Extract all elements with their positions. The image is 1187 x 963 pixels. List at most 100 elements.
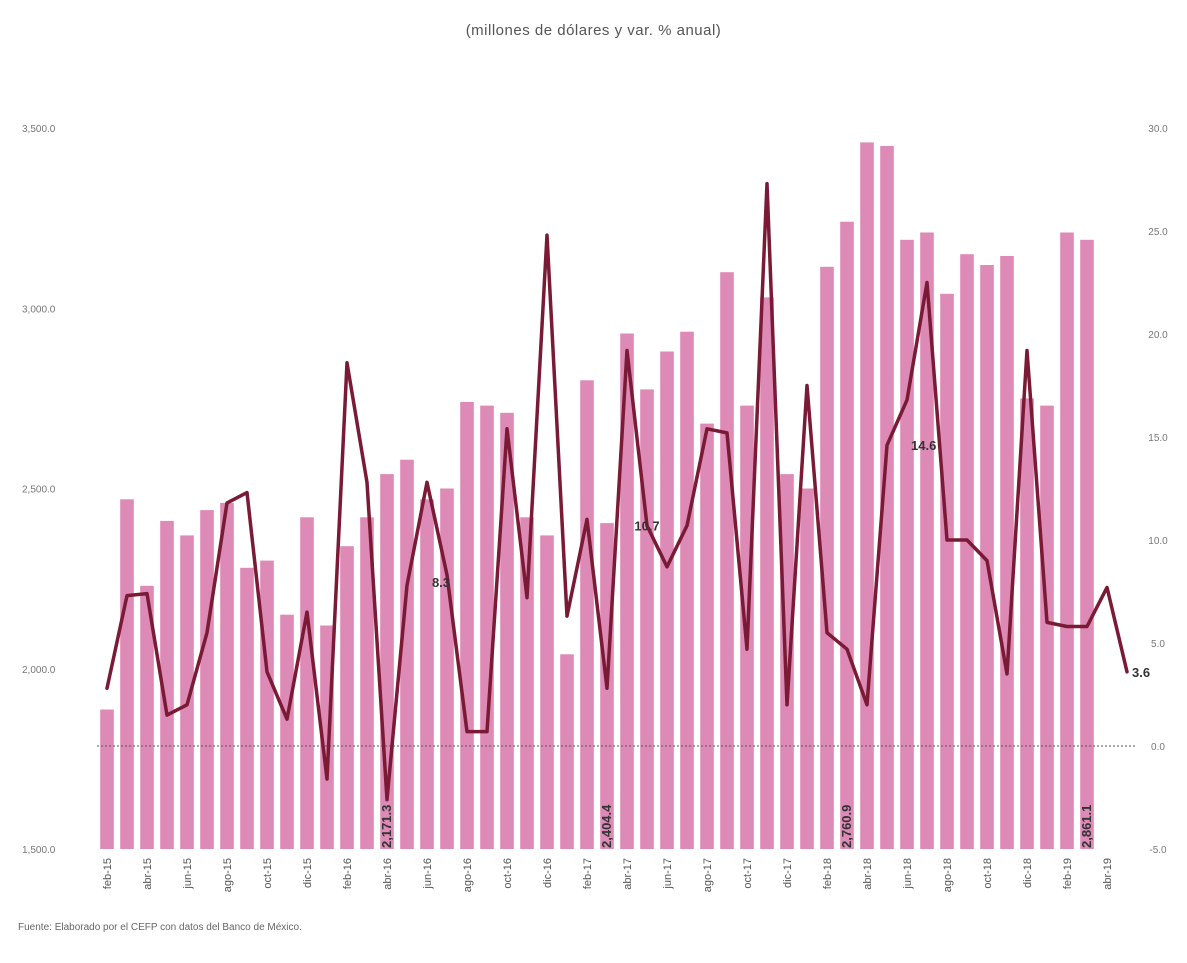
x-axis-tick: jun-18 — [902, 858, 914, 890]
line-point — [205, 631, 209, 634]
left-axis-tick: 1,500.0 — [22, 845, 56, 856]
x-axis-tick: jun-15 — [182, 858, 194, 890]
right-axis-tick: -5.0 — [1149, 845, 1167, 856]
bar — [500, 412, 514, 849]
bar — [940, 293, 954, 849]
left-axis-tick: 2,000.0 — [22, 665, 56, 676]
left-axis-ticks: 1,500.0 2,000.0 2,500.0 3,000.0 3,500.0 — [22, 124, 56, 856]
line-point — [425, 481, 429, 484]
bar — [960, 254, 974, 849]
x-axis-ticks: feb-15 abr-15 jun-15 ago-15 oct-15 dic-15 feb-… — [102, 858, 1114, 892]
left-axis-tick: 3,000.0 — [22, 304, 56, 315]
data-labels: 2,171.3 2,404.4 2,760.9 2,861.1 8.3 10.7 14.6 3… — [379, 438, 1150, 848]
bar — [360, 517, 374, 849]
bar — [400, 459, 414, 849]
line-point — [1005, 672, 1009, 676]
line-point — [185, 703, 189, 706]
line-point — [325, 777, 329, 781]
bar — [980, 265, 994, 849]
bar — [480, 405, 494, 849]
x-axis-tick: oct-15 — [262, 858, 274, 889]
bar — [1000, 256, 1014, 849]
x-axis-tick: oct-16 — [502, 858, 514, 889]
line-data-label: 3.6 — [1132, 665, 1150, 680]
line-point — [765, 182, 769, 185]
line-point — [905, 398, 909, 402]
bar — [720, 272, 734, 849]
bar — [700, 423, 714, 849]
x-axis-tick: feb-19 — [1062, 858, 1074, 889]
growth-line — [105, 181, 1129, 802]
bar — [680, 331, 694, 849]
bar — [820, 266, 834, 849]
x-axis-tick: abr-16 — [382, 858, 394, 890]
line-point — [645, 524, 649, 527]
bar — [640, 389, 654, 849]
right-axis-tick: 20.0 — [1148, 330, 1168, 341]
bar — [1040, 405, 1054, 849]
bar — [860, 142, 874, 849]
line-point — [485, 730, 489, 733]
bar — [460, 402, 474, 849]
line-point — [725, 431, 729, 435]
x-axis-tick: ago-18 — [942, 858, 954, 892]
x-axis-tick: jun-17 — [662, 858, 674, 890]
line-point — [245, 491, 249, 494]
x-axis-tick: abr-18 — [862, 858, 874, 890]
bar — [100, 709, 114, 849]
line-point — [265, 670, 269, 673]
line-point — [605, 687, 609, 690]
bar-data-label: 2,760.9 — [839, 805, 854, 848]
bar — [440, 488, 454, 849]
bar — [1020, 398, 1034, 849]
x-axis-tick: dic-16 — [542, 858, 554, 888]
line-point — [545, 233, 549, 237]
right-axis-tick: 15.0 — [1148, 433, 1168, 444]
right-axis-tick: 25.0 — [1148, 227, 1168, 238]
bar — [340, 546, 354, 849]
bar — [660, 351, 674, 849]
line-point — [445, 573, 449, 577]
line-point — [385, 798, 389, 801]
x-axis-tick: feb-17 — [582, 858, 594, 889]
line-point — [165, 713, 169, 717]
line-point — [405, 584, 409, 587]
bar — [560, 654, 574, 849]
x-axis-tick: abr-17 — [622, 858, 634, 890]
right-axis-tick: 30.0 — [1148, 124, 1168, 135]
line-point — [625, 349, 629, 352]
x-axis-tick: jun-16 — [422, 858, 434, 890]
line-point — [825, 631, 829, 634]
bar — [920, 232, 934, 849]
left-axis-tick: 2,500.0 — [22, 485, 56, 496]
line-point — [105, 687, 109, 690]
x-axis-tick: feb-18 — [822, 858, 834, 889]
x-axis-tick: feb-16 — [342, 858, 354, 889]
line-point — [1025, 349, 1029, 352]
x-axis-tick: dic-18 — [1022, 858, 1034, 888]
line-point — [885, 444, 889, 447]
right-axis-tick: 10.0 — [1148, 536, 1168, 547]
line-data-label: 10.7 — [634, 519, 659, 534]
line-point — [1105, 586, 1109, 589]
line-point — [925, 281, 929, 284]
x-axis-tick: ago-15 — [222, 858, 234, 892]
line-point — [985, 559, 989, 562]
chart-title: (millones de dólares y var. % anual) — [465, 22, 722, 39]
x-axis-tick: ago-17 — [702, 858, 714, 892]
left-axis-tick: 3,500.0 — [22, 124, 56, 135]
source-note: Fuente: Elaborado por el CEFP con datos … — [18, 922, 302, 933]
bar — [880, 146, 894, 849]
line-point — [525, 596, 529, 599]
line-point — [1085, 625, 1089, 628]
line-point — [845, 648, 849, 651]
line-point — [465, 730, 469, 733]
bar — [180, 535, 194, 849]
line-point — [225, 501, 229, 505]
x-axis-tick: abr-19 — [1102, 858, 1114, 890]
line-point — [805, 384, 809, 387]
line-point — [1065, 625, 1069, 628]
bar — [1080, 239, 1094, 850]
line-data-label: 8.3 — [432, 575, 450, 590]
